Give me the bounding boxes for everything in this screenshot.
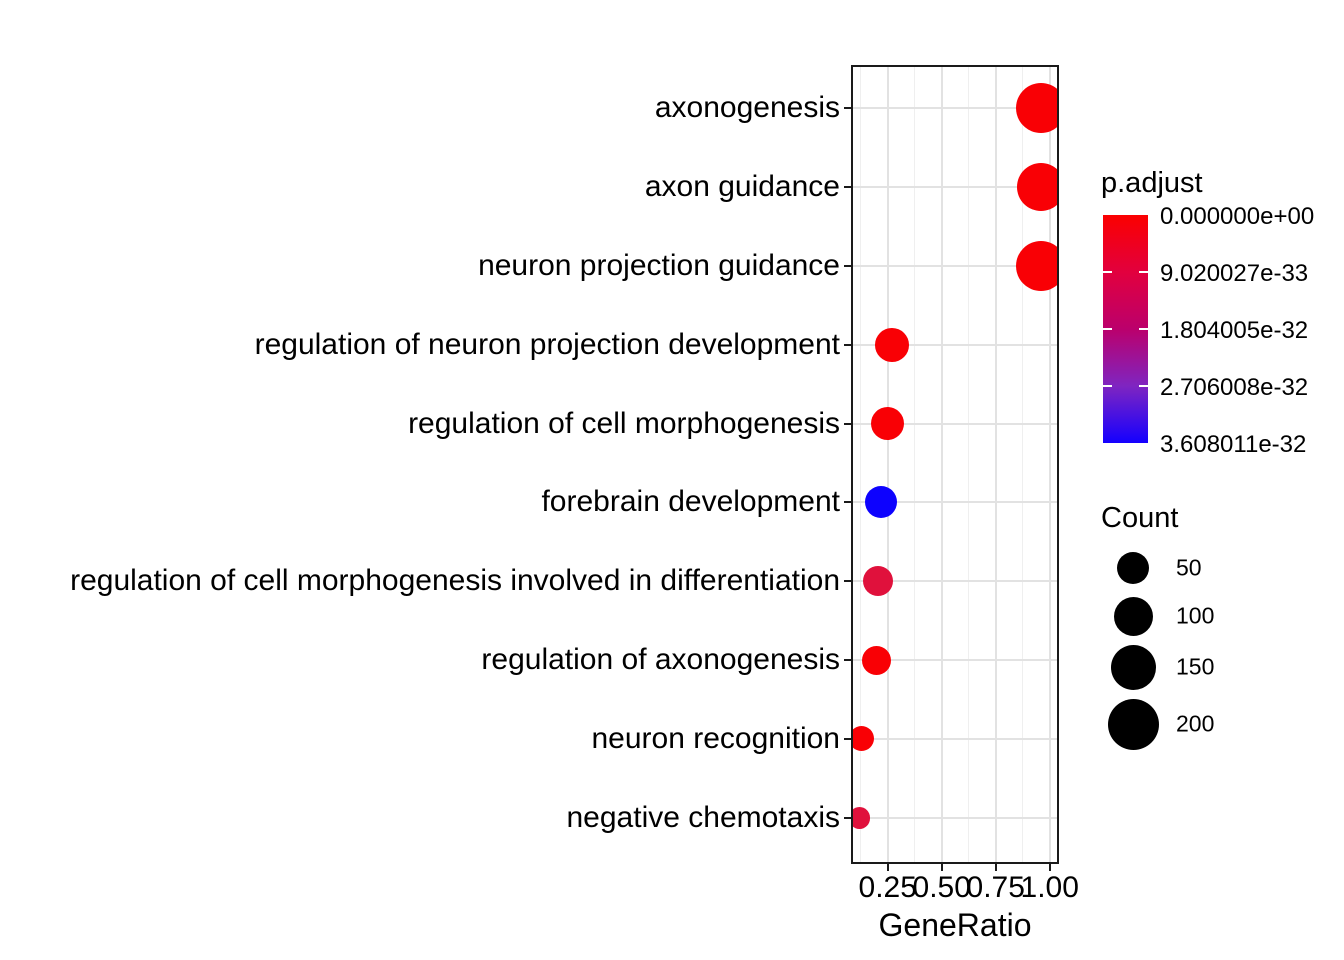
gridline-vertical-minor (968, 65, 970, 864)
gridline-vertical-minor (860, 65, 862, 864)
gridline-horizontal-major (851, 264, 1059, 267)
count-legend-circle (1110, 644, 1156, 690)
colorbar-tick-mark (1103, 271, 1112, 273)
gridline-vertical-major (994, 65, 997, 864)
data-point-dot (862, 645, 892, 675)
data-point-dot (1016, 240, 1059, 291)
padjust-tick-label: 2.706008e-32 (1160, 374, 1309, 401)
colorbar-tick-mark (1103, 328, 1112, 330)
y-tick-mark (844, 422, 851, 425)
y-tick-mark (844, 580, 851, 583)
colorbar-tick-mark (1139, 271, 1148, 273)
data-point-dot (875, 327, 909, 362)
count-legend-title: Count (1101, 502, 1179, 534)
count-legend-circle (1117, 552, 1149, 584)
data-point-dot (862, 566, 893, 597)
category-label: neuron projection guidance (478, 248, 840, 282)
padjust-tick-label: 3.608011e-32 (1160, 431, 1307, 458)
x-tick-mark (940, 864, 943, 871)
gridline-horizontal-major (851, 185, 1059, 188)
x-tick-label: 0.25 (858, 871, 917, 904)
padjust-legend-title: p.adjust (1101, 167, 1203, 199)
x-axis-title: GeneRatio (878, 907, 1032, 943)
padjust-tick-label: 1.804005e-32 (1160, 317, 1309, 344)
colorbar-tick-mark (1139, 385, 1148, 387)
count-legend-circle (1107, 698, 1159, 750)
y-tick-mark (844, 185, 851, 188)
data-point-dot (865, 486, 898, 519)
count-legend-label: 50 (1176, 554, 1202, 581)
gridline-horizontal-major (851, 816, 1059, 819)
category-label: axon guidance (644, 169, 840, 203)
gridline-vertical-major (1048, 65, 1051, 864)
y-tick-mark (844, 816, 851, 819)
y-tick-mark (844, 343, 851, 346)
count-legend-circle (1113, 596, 1153, 636)
plot-panel (851, 65, 1059, 864)
data-point-dot (871, 407, 905, 440)
x-tick-label: 0.75 (966, 871, 1025, 904)
y-tick-mark (844, 737, 851, 740)
gridline-horizontal-major (851, 501, 1059, 504)
gridline-horizontal-major (851, 107, 1059, 110)
y-tick-mark (844, 501, 851, 504)
category-label: negative chemotaxis (566, 800, 841, 834)
x-tick-mark (1048, 864, 1051, 871)
data-point-dot (851, 806, 871, 829)
gridline-horizontal-major (851, 580, 1059, 583)
category-label: forebrain development (541, 485, 840, 519)
gridline-horizontal-major (851, 422, 1059, 425)
category-label: regulation of axonogenesis (481, 643, 840, 677)
gridline-vertical-major (940, 65, 943, 864)
gridline-vertical-major (886, 65, 889, 864)
colorbar-tick-mark (1139, 328, 1148, 330)
category-label: regulation of cell morphogenesis (408, 406, 840, 440)
x-tick-mark (886, 864, 889, 871)
gridline-vertical-minor (1022, 65, 1024, 864)
x-tick-label: 0.50 (912, 871, 971, 904)
gridline-horizontal-major (851, 659, 1059, 662)
gridline-vertical-minor (914, 65, 916, 864)
category-label: regulation of cell morphogenesis involve… (70, 564, 840, 598)
data-point-dot (1017, 162, 1059, 211)
x-tick-label: 1.00 (1020, 871, 1079, 904)
y-tick-mark (844, 264, 851, 267)
gridline-horizontal-major (851, 737, 1059, 740)
padjust-tick-label: 9.020027e-33 (1160, 260, 1309, 287)
padjust-tick-label: 0.000000e+00 (1160, 203, 1315, 230)
padjust-colorbar (1103, 215, 1148, 443)
y-tick-mark (844, 659, 851, 662)
data-point-dot (1016, 83, 1059, 134)
count-legend-label: 100 (1176, 602, 1215, 629)
x-tick-mark (994, 864, 997, 871)
category-label: neuron recognition (591, 721, 840, 755)
gridline-horizontal-major (851, 343, 1059, 346)
y-tick-mark (844, 107, 851, 110)
category-label: axonogenesis (654, 91, 840, 125)
count-legend-label: 150 (1176, 653, 1215, 680)
category-label: regulation of neuron projection developm… (254, 327, 840, 361)
colorbar-tick-mark (1103, 385, 1112, 387)
count-legend-label: 200 (1176, 710, 1215, 737)
data-point-dot (851, 726, 875, 752)
